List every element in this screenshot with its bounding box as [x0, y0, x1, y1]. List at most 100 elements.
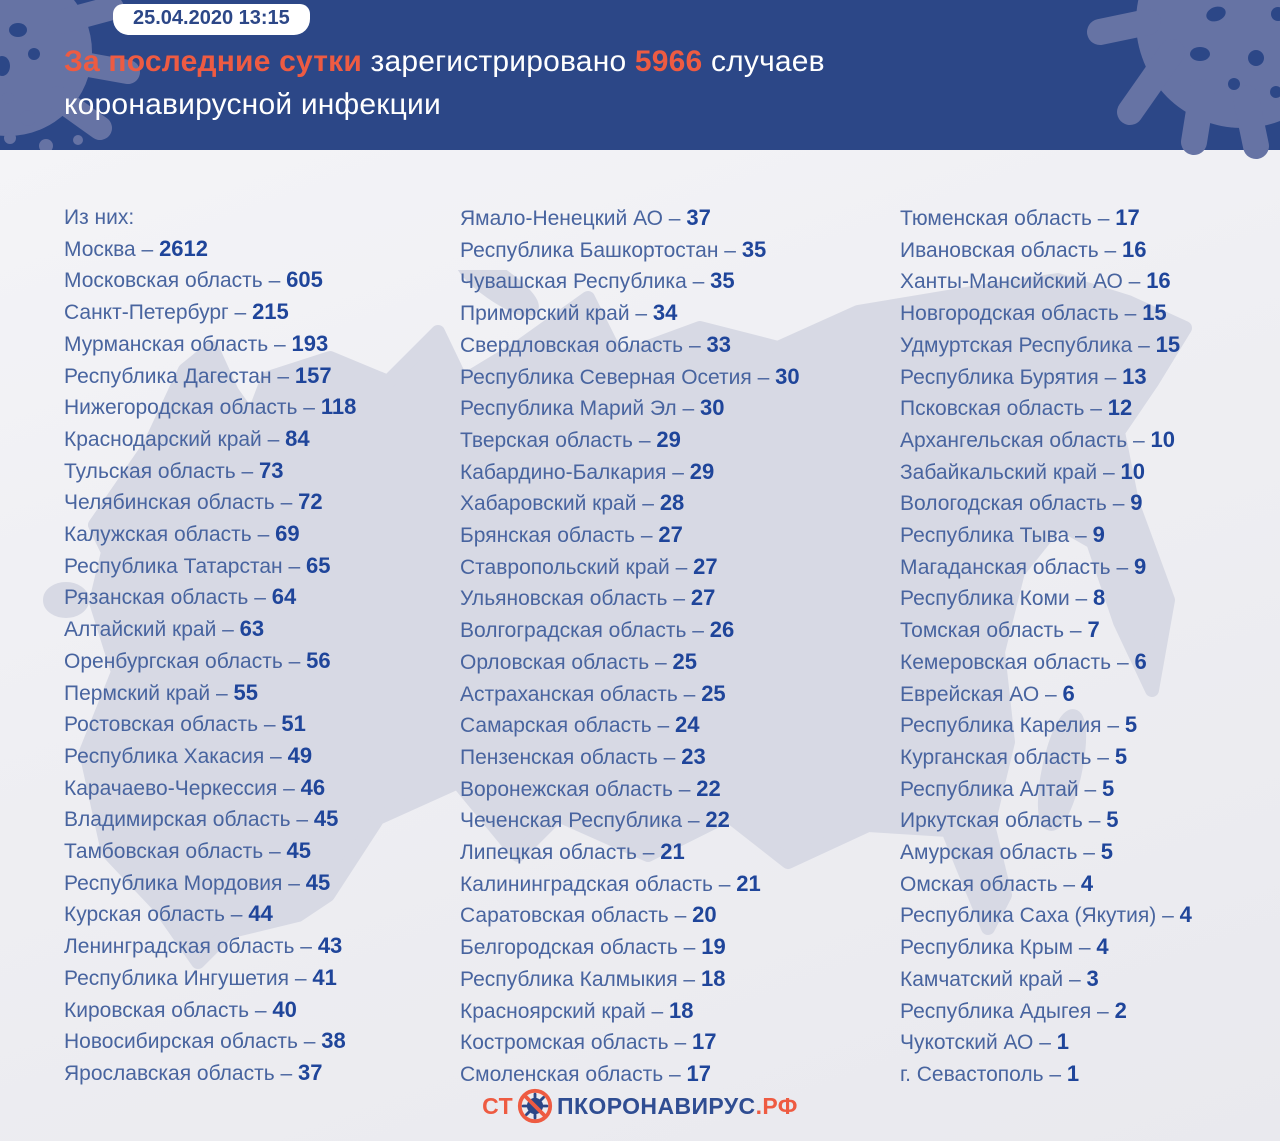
- separator-dash: –: [666, 460, 690, 484]
- region-row: Республика Калмыкия – 18: [460, 964, 800, 996]
- region-case-count: 9: [1092, 522, 1105, 548]
- separator-dash: –: [1078, 777, 1103, 801]
- footer-logo: СТ ПКОРОНАВИРУС .РФ: [0, 1082, 1280, 1130]
- region-name: Алтайский край: [64, 618, 217, 642]
- region-case-count: 10: [1150, 426, 1175, 452]
- region-row: Ульяновская область – 27: [460, 583, 800, 615]
- region-name: Ульяновская область: [460, 587, 668, 611]
- region-case-count: 45: [305, 869, 331, 895]
- region-case-count: 4: [1096, 934, 1109, 960]
- separator-dash: –: [676, 397, 700, 421]
- region-row: Кемеровская область – 6: [900, 647, 1192, 679]
- region-name: Иркутская область: [900, 809, 1083, 833]
- separator-dash: –: [651, 714, 676, 738]
- region-name: Чувашская Республика: [460, 270, 687, 294]
- separator-dash: –: [261, 427, 286, 451]
- region-name: Республика Дагестан: [64, 364, 272, 388]
- region-case-count: 6: [1134, 648, 1147, 674]
- region-row: Ростовская область – 51: [64, 709, 356, 741]
- region-case-count: 27: [690, 585, 716, 611]
- separator-dash: –: [1106, 492, 1131, 516]
- region-case-count: 5: [1124, 712, 1138, 738]
- separator-dash: –: [224, 903, 249, 927]
- region-row: Новгородская область – 15: [900, 298, 1192, 330]
- separator-dash: –: [251, 523, 276, 547]
- separator-dash: –: [1073, 936, 1097, 960]
- region-case-count: 37: [298, 1059, 323, 1085]
- region-case-count: 15: [1155, 331, 1181, 357]
- separator-dash: –: [289, 966, 313, 990]
- separator-dash: –: [1132, 333, 1156, 357]
- region-row: Ярославская область – 37: [64, 1058, 356, 1090]
- region-name: Ставропольский край: [460, 555, 670, 579]
- region-row: Тамбовская область – 45: [64, 836, 356, 868]
- title-line-2: коронавирусной инфекции: [64, 88, 441, 121]
- separator-dash: –: [712, 872, 737, 896]
- region-case-count: 9: [1130, 490, 1143, 516]
- separator-dash: –: [718, 238, 742, 262]
- title-line-1: За последние сутки зарегистрировано 5966…: [64, 40, 825, 83]
- region-row: Вологодская область – 9: [900, 488, 1192, 520]
- title-accent: За последние сутки: [64, 45, 363, 78]
- region-name: Забайкальский край: [900, 460, 1098, 484]
- region-case-count: 23: [681, 743, 706, 769]
- separator-dash: –: [1039, 682, 1063, 706]
- region-row: Калужская область – 69: [64, 519, 356, 551]
- title-mid: зарегистрировано: [362, 45, 635, 78]
- separator-dash: –: [1091, 207, 1116, 230]
- separator-dash: –: [248, 586, 272, 610]
- region-row: Рязанская область – 64: [64, 582, 356, 614]
- region-name: Чукотский АО: [900, 1031, 1034, 1055]
- region-name: Курская область: [64, 903, 225, 927]
- region-case-count: 17: [686, 1060, 711, 1086]
- region-name: Республика Калмыкия: [460, 967, 678, 991]
- region-case-count: 44: [248, 901, 273, 927]
- separator-dash: –: [668, 904, 693, 928]
- region-name: Чеченская Республика: [460, 809, 682, 833]
- region-name: Ханты-Мансийский АО: [900, 270, 1123, 294]
- region-row: Забайкальский край – 10: [900, 457, 1192, 489]
- region-name: Томская область: [900, 619, 1065, 643]
- region-name: Карачаево-Черкессия: [64, 776, 278, 800]
- separator-dash: –: [135, 237, 160, 261]
- region-case-count: 34: [652, 300, 678, 326]
- separator-dash: –: [271, 364, 295, 388]
- region-name: Омская область: [900, 872, 1058, 896]
- region-name: Республика Ингушетия: [64, 966, 290, 990]
- region-case-count: 43: [317, 933, 343, 959]
- region-row: Республика Адыгея – 2: [900, 996, 1192, 1028]
- region-column-2: Ямало-Ненецкий АО – 37 Республика Башкорт…: [460, 203, 800, 1091]
- region-row: Еврейская АО – 6: [900, 679, 1192, 711]
- region-name: Амурская область: [900, 841, 1078, 865]
- region-name: Кемеровская область: [900, 650, 1112, 674]
- region-case-count: 46: [300, 774, 326, 800]
- region-name: Пермский край: [64, 681, 211, 705]
- separator-dash: –: [649, 650, 673, 674]
- region-row: Республика Крым – 4: [900, 932, 1192, 964]
- title-tail: случаев: [702, 45, 825, 78]
- region-case-count: 24: [675, 712, 700, 738]
- region-row: Томская область – 7: [900, 615, 1192, 647]
- region-row: Пермский край – 55: [64, 678, 356, 710]
- region-name: Тверская область: [460, 428, 633, 452]
- region-case-count: 21: [736, 870, 761, 896]
- region-row: Красноярский край – 18: [460, 996, 800, 1028]
- separator-dash: –: [657, 745, 682, 769]
- region-case-count: 3: [1086, 965, 1099, 991]
- region-name: Краснодарский край: [64, 427, 262, 451]
- region-name: Архангельская область: [900, 428, 1128, 452]
- timestamp-text: 25.04.2020 13:15: [133, 7, 290, 29]
- region-case-count: 2612: [159, 235, 209, 261]
- region-case-count: 33: [706, 331, 731, 357]
- region-name: Тюменская область: [900, 207, 1092, 230]
- region-case-count: 8: [1093, 585, 1106, 611]
- region-row: Приморский край – 34: [460, 298, 800, 330]
- separator-dash: –: [1069, 587, 1094, 611]
- region-name: Москва: [64, 237, 136, 261]
- region-row: Челябинская область – 72: [64, 487, 356, 519]
- region-name: Ямало-Ненецкий АО: [460, 207, 663, 230]
- region-name: Владимирская область: [64, 808, 291, 832]
- region-row: Саратовская область – 20: [460, 900, 800, 932]
- region-row: Ивановская область – 16: [900, 235, 1192, 267]
